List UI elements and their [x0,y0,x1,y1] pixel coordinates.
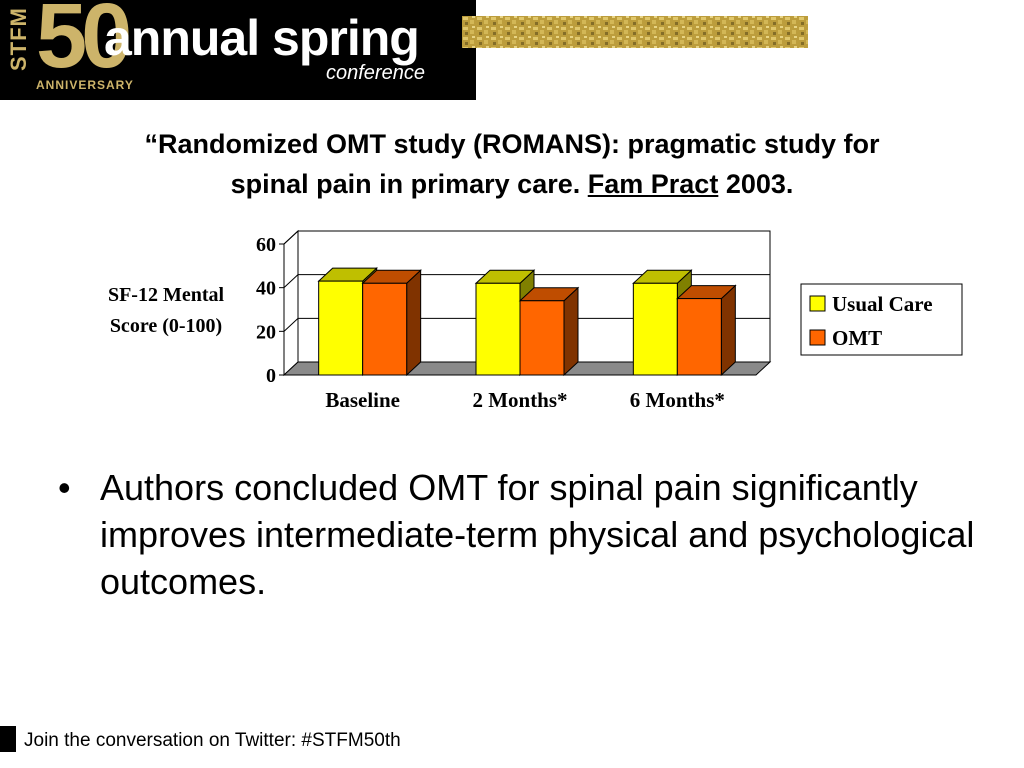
legend-label: Usual Care [832,292,933,316]
footer-marker [0,726,16,752]
bullet-mark: • [58,467,71,508]
y-tick-label: 40 [256,278,276,300]
gold-texture-strip [462,16,808,48]
fifty-logo: 50 [36,0,132,87]
bullet-text: Authors concluded OMT for spinal pain si… [100,467,975,602]
legend-label: OMT [832,326,882,350]
bar [632,282,678,376]
sf12-bar-chart: 0 20 40 60 Baseline 2 Months* 6 Months* SF-12 M… [108,229,963,412]
title-line-1: “Randomized OMT study (ROMANS): pragmati… [144,129,880,159]
footer-text: Join the conversation on Twitter: #STFM5… [24,730,401,751]
legend-box [800,283,963,356]
gridline-side [283,274,299,289]
chart-side-wall [283,229,299,377]
bar-side [720,284,736,377]
x-tick-label: 2 Months* [472,388,567,412]
conference-label: conference [326,62,425,84]
bar [318,280,364,376]
bar-side [406,269,422,377]
y-axis-label: SF-12 Mental [108,284,225,306]
legend-swatch [809,295,826,312]
y-tick-label: 60 [256,234,276,256]
slide-title: “Randomized OMT study (ROMANS): pragmati… [40,124,984,204]
bar [475,282,521,376]
x-tick-label: 6 Months* [630,388,725,412]
anniversary-label: ANNIVERSARY [36,78,134,92]
bar [362,282,408,376]
gridline-side [283,317,299,332]
gridline-side [283,230,299,245]
title-text: spinal pain in primary care. [230,169,588,199]
title-line-2: spinal pain in primary care. Fam Pract 2… [40,164,984,204]
title-year: 2003. [718,169,794,199]
bar [519,300,565,376]
bar-side [563,286,579,377]
bullet-point: • Authors concluded OMT for spinal pain … [58,464,988,605]
annual-spring-logo: annual spring [104,10,420,66]
legend-swatch [809,329,826,346]
y-tick-label: 0 [266,365,276,387]
journal-name: Fam Pract [587,169,719,199]
bar [676,298,722,376]
y-axis-label: Score (0-100) [110,315,222,337]
conference-banner: STFM 50 ANNIVERSARY annual spring confer… [0,0,476,100]
y-tick-label: 20 [256,321,276,343]
stfm-logo-text: STFM [6,7,31,71]
x-tick-label: Baseline [325,388,400,412]
